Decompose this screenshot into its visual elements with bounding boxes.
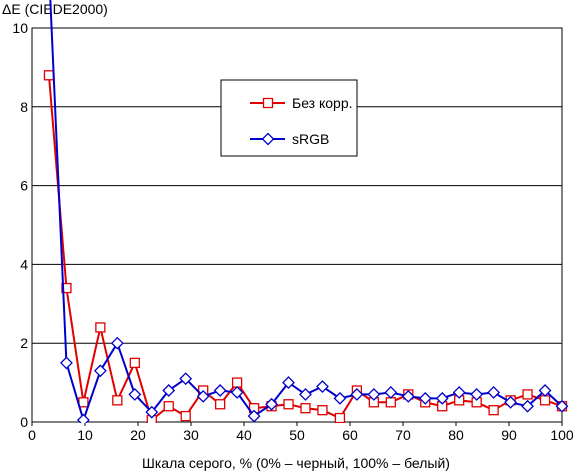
data-point [129,357,140,369]
y-axis-title: ΔE (CIEDE2000) [2,1,108,17]
data-point [60,356,73,370]
data-point [93,364,107,378]
x-tick-label: 0 [28,427,36,443]
data-point [196,389,210,403]
data-point [334,412,346,423]
data-point [163,401,174,412]
data-point [43,70,55,81]
x-tick-label: 40 [236,427,252,443]
x-tick-label: 30 [183,427,199,443]
x-tick-label: 80 [448,427,464,443]
y-tick-label: 2 [20,335,28,351]
data-point [76,413,90,423]
data-point [231,377,243,388]
legend-label: Без корр. [292,95,353,111]
plot-area-frame [31,27,563,423]
x-tick-label: 20 [130,427,146,443]
x-axis-title: Шкала серого, % (0% – черный, 100% – бел… [142,455,450,471]
data-point [230,386,244,399]
series-2 [49,0,569,423]
data-point [179,372,193,386]
x-tick-label: 10 [77,427,93,443]
data-point [384,386,398,399]
data-point [539,395,551,406]
data-point [214,399,226,410]
x-tick-label: 100 [550,427,574,443]
data-point [522,389,533,400]
y-tick-label: 8 [20,99,28,115]
data-point [162,384,176,397]
data-point [350,388,364,401]
data-point [282,376,295,390]
data-point [385,397,396,408]
data-point [521,399,534,413]
data-point [265,397,278,411]
series-layer [43,0,569,423]
legend-box [220,79,358,157]
data-point [145,405,159,419]
x-tick-label: 60 [342,427,358,443]
x-tick-label: 50 [289,427,305,443]
legend-item-2: sRGB [250,131,329,147]
legend: Без корр. sRGB [220,79,358,157]
data-point [487,386,501,399]
y-tick-label: 6 [20,178,28,194]
data-point [452,386,466,399]
y-tick-label: 4 [20,256,28,272]
y-tick-label: 10 [12,20,28,36]
data-point [488,405,499,416]
data-point [470,388,484,401]
series-line [49,0,563,422]
data-point [317,405,328,416]
data-point [213,384,227,397]
data-point [401,389,415,403]
data-point [61,282,72,294]
data-point [247,409,261,423]
data-point [555,399,569,413]
data-point [299,388,312,401]
y-axis-ticks: 0 2 4 6 8 10 [12,20,28,430]
data-point [95,322,106,333]
legend-marker [261,132,275,146]
data-point [538,384,552,397]
legend-item-1: Без корр. [250,95,353,111]
data-point [283,399,294,410]
data-point [367,388,381,401]
data-point [78,397,89,408]
data-point [180,410,191,422]
data-point [110,336,124,350]
x-tick-label: 70 [395,427,411,443]
data-point [112,395,123,406]
data-point [128,388,142,401]
legend-label: sRGB [292,131,329,147]
data-point [418,391,432,405]
data-point [333,391,347,405]
y-tick-label: 0 [20,414,28,430]
data-point [504,395,518,409]
legend-marker [262,97,274,109]
x-axis-ticks: 0 10 20 30 40 50 60 70 80 90 100 [28,422,574,443]
x-tick-label: 90 [501,427,517,443]
data-point [300,403,311,414]
data-point [316,380,329,393]
data-point [435,391,449,405]
